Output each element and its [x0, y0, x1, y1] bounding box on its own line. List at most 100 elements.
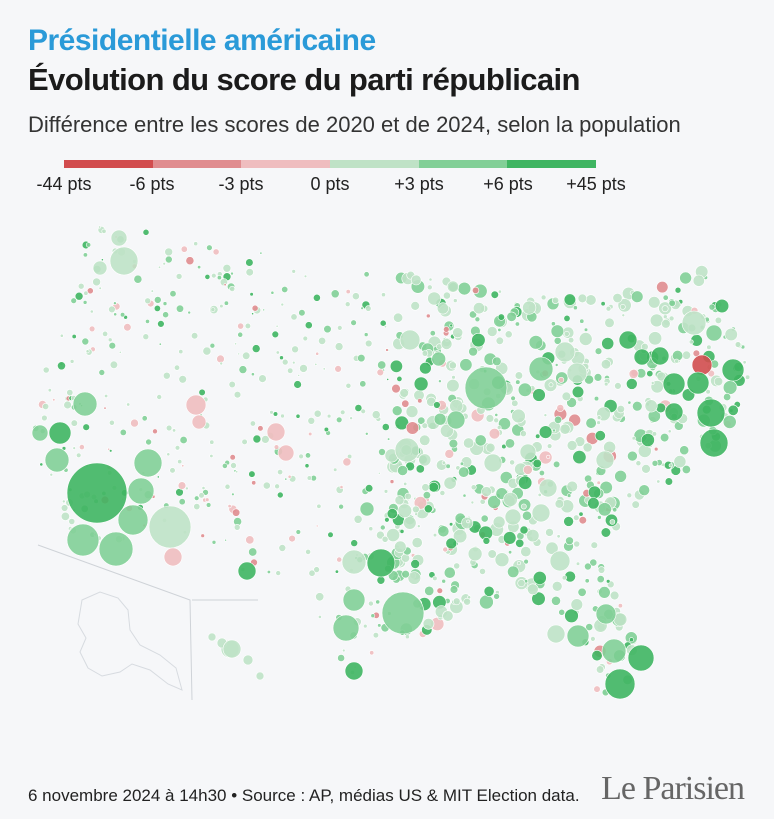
county-bubble [514, 321, 520, 327]
county-bubble [417, 416, 426, 425]
county-bubble [383, 325, 387, 329]
county-bubble [538, 450, 553, 465]
alaska-outline [77, 591, 183, 691]
county-bubble [641, 464, 651, 474]
county-bubble [163, 547, 183, 567]
county-bubble [295, 529, 301, 535]
county-bubble [202, 346, 212, 356]
county-bubble [302, 335, 308, 342]
county-bubble [421, 350, 429, 357]
county-bubble [432, 532, 438, 538]
county-bubble [566, 480, 578, 493]
county-bubble [532, 388, 546, 402]
county-bubble [298, 309, 306, 317]
county-bubble [82, 300, 88, 305]
county-bubble [526, 583, 539, 596]
county-bubble [108, 305, 116, 314]
county-bubble [526, 528, 540, 543]
county-bubble [363, 332, 369, 337]
county-bubble [674, 286, 682, 294]
county-bubble [295, 413, 301, 419]
county-bubble [70, 297, 77, 304]
county-bubble [416, 524, 421, 529]
county-bubble [531, 503, 551, 523]
county-bubble [60, 504, 69, 512]
county-bubble [626, 492, 633, 499]
county-bubble [558, 376, 565, 383]
county-bubble [605, 579, 611, 584]
county-bubble [104, 393, 109, 398]
county-bubble [178, 349, 184, 355]
county-bubble [314, 362, 318, 366]
legend-swatch [241, 160, 331, 168]
county-bubble [504, 508, 522, 526]
county-bubble [433, 401, 441, 409]
county-bubble [593, 396, 600, 402]
county-bubble [415, 464, 425, 474]
county-bubble [472, 302, 485, 315]
county-bubble [417, 398, 423, 404]
county-bubble [198, 388, 206, 397]
county-bubble [257, 425, 264, 432]
county-bubble [428, 277, 433, 282]
county-bubble [304, 463, 310, 469]
county-bubble [255, 671, 265, 681]
county-bubble [389, 479, 395, 484]
county-bubble [559, 423, 571, 435]
county-bubble [579, 318, 585, 324]
county-bubble [245, 258, 254, 267]
county-bubble [564, 608, 579, 623]
county-bubble [251, 312, 255, 316]
county-bubble [109, 360, 118, 369]
county-bubble [223, 283, 227, 287]
county-bubble [549, 550, 571, 572]
county-bubble [486, 326, 498, 337]
county-bubble [631, 500, 640, 509]
county-bubble [641, 433, 655, 447]
county-bubble [425, 313, 431, 319]
county-bubble [270, 290, 275, 295]
county-bubble [42, 402, 50, 410]
county-bubble [235, 470, 239, 474]
county-bubble [563, 516, 574, 527]
county-bubble [365, 305, 372, 312]
county-bubble [603, 381, 609, 387]
county-bubble [507, 565, 520, 578]
page-title: Évolution du score du parti républicain [28, 62, 580, 97]
county-bubble [284, 477, 288, 481]
county-bubble [108, 342, 117, 350]
county-bubble [57, 361, 66, 371]
county-bubble [350, 539, 359, 547]
county-bubble [338, 503, 344, 510]
county-bubble [595, 450, 615, 470]
county-bubble [323, 426, 330, 433]
county-bubble [543, 413, 548, 418]
county-bubble [462, 493, 467, 498]
county-bubble [538, 469, 545, 476]
county-bubble [397, 503, 412, 518]
county-bubble [77, 282, 85, 290]
county-bubble [52, 398, 56, 402]
county-bubble [446, 379, 460, 393]
county-bubble [487, 495, 501, 509]
county-bubble [506, 311, 517, 322]
county-bubble [337, 654, 345, 662]
county-bubble [722, 414, 737, 429]
county-bubble [519, 525, 529, 535]
county-bubble [344, 301, 351, 308]
county-bubble [108, 449, 113, 453]
county-bubble [393, 312, 404, 323]
county-bubble [130, 418, 139, 428]
county-bubble [679, 445, 690, 456]
county-bubble [237, 331, 244, 338]
county-bubble [616, 405, 625, 414]
county-bubble [204, 273, 211, 280]
county-bubble [696, 398, 726, 428]
county-bubble [364, 431, 369, 436]
county-bubble [558, 608, 566, 616]
county-bubble [394, 540, 407, 553]
county-bubble [551, 296, 560, 305]
county-bubble [211, 539, 217, 545]
county-bubble [520, 546, 532, 558]
county-bubble [552, 428, 556, 433]
